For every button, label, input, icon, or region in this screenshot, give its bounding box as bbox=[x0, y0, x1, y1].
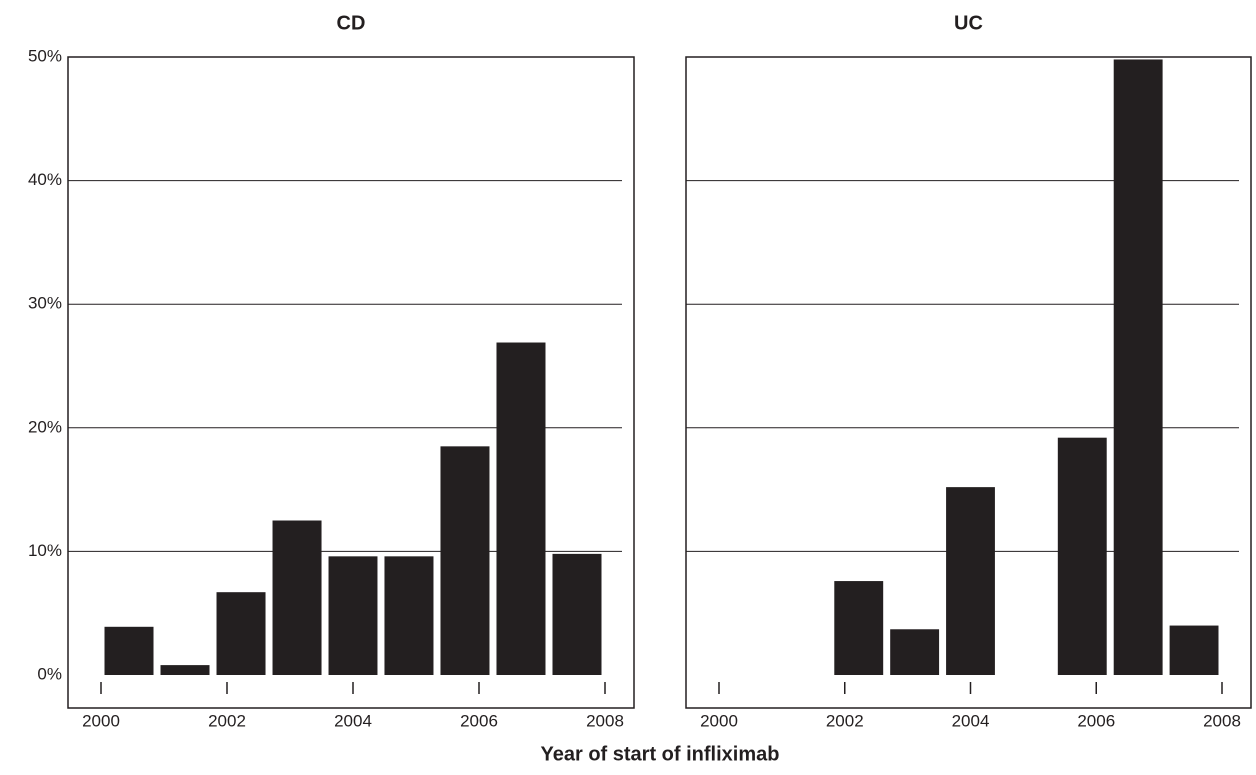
y-tick-label: 10% bbox=[28, 541, 62, 560]
y-tick-label: 20% bbox=[28, 417, 62, 436]
bar bbox=[160, 665, 210, 675]
bar bbox=[272, 520, 322, 675]
y-tick-label: 40% bbox=[28, 170, 62, 189]
panel-frame bbox=[67, 56, 635, 709]
bar bbox=[1057, 437, 1107, 675]
y-tick-label: 0% bbox=[37, 664, 62, 683]
bar bbox=[552, 553, 602, 675]
x-tick-label: 2002 bbox=[826, 711, 864, 730]
x-tick-label: 2004 bbox=[334, 711, 372, 730]
panel-frame bbox=[685, 56, 1252, 709]
bar bbox=[890, 629, 940, 675]
bar bbox=[384, 556, 434, 675]
x-tick-label: 2008 bbox=[586, 711, 624, 730]
bar bbox=[1169, 625, 1219, 675]
bar bbox=[946, 487, 995, 675]
bar bbox=[834, 581, 884, 675]
panel-title: UC bbox=[954, 12, 983, 34]
bar bbox=[216, 592, 266, 675]
x-tick-label: 2008 bbox=[1203, 711, 1241, 730]
bar bbox=[440, 446, 490, 675]
x-tick-label: 2004 bbox=[952, 711, 990, 730]
x-tick-label: 2006 bbox=[1077, 711, 1115, 730]
bar bbox=[496, 342, 546, 675]
bar bbox=[104, 626, 154, 675]
x-axis-label: Year of start of infliximab bbox=[541, 743, 780, 765]
x-tick-label: 2002 bbox=[208, 711, 246, 730]
panel-title: CD bbox=[337, 12, 366, 34]
x-tick-label: 2000 bbox=[82, 711, 120, 730]
bar bbox=[328, 556, 378, 675]
x-tick-label: 2006 bbox=[460, 711, 498, 730]
y-tick-label: 30% bbox=[28, 294, 62, 313]
bar bbox=[1113, 59, 1163, 676]
y-tick-label: 50% bbox=[28, 46, 62, 65]
x-tick-label: 2000 bbox=[700, 711, 738, 730]
